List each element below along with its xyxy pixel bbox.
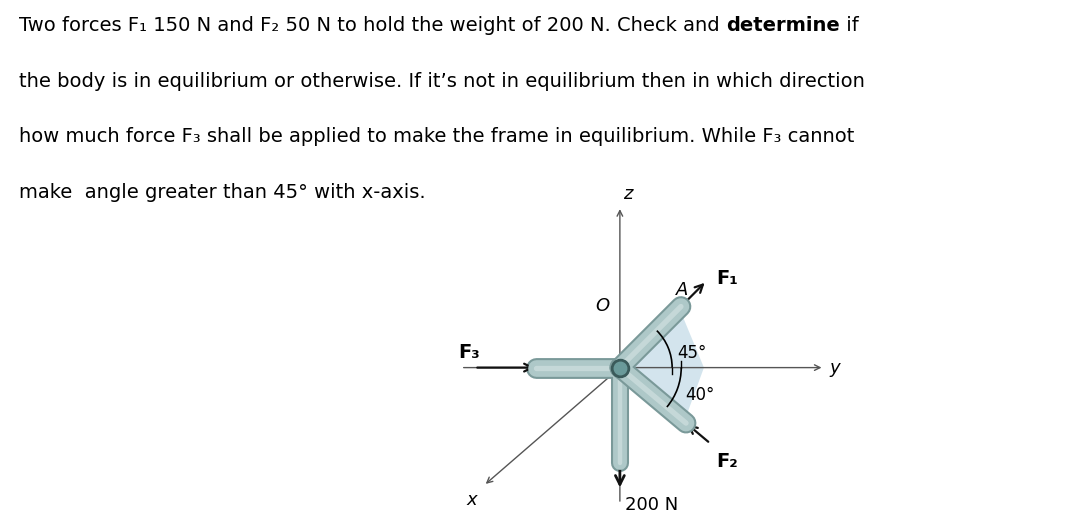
Text: 45°: 45° <box>678 344 707 362</box>
Text: 40°: 40° <box>684 386 714 404</box>
Text: the body is in equilibrium or otherwise. If it’s not in equilibrium then in whic: the body is in equilibrium or otherwise.… <box>19 72 865 91</box>
Text: if: if <box>840 16 859 35</box>
Text: z: z <box>623 185 633 203</box>
Text: 200 N: 200 N <box>625 496 679 513</box>
Text: F₂: F₂ <box>715 452 738 471</box>
Text: y: y <box>830 359 841 377</box>
Text: x: x <box>466 491 477 509</box>
Text: make  angle greater than 45° with x-axis.: make angle greater than 45° with x-axis. <box>19 183 426 202</box>
Text: F₃: F₃ <box>458 343 480 362</box>
Text: B: B <box>677 416 689 433</box>
Text: Two forces F₁ 150 N and F₂ 50 N to hold the weight of 200 N. Check and: Two forces F₁ 150 N and F₂ 50 N to hold … <box>19 16 726 35</box>
Polygon shape <box>620 368 704 422</box>
Text: how much force F₃ shall be applied to make the frame in equilibrium. While F₃ ca: how much force F₃ shall be applied to ma… <box>19 127 855 146</box>
Text: determine: determine <box>726 16 840 35</box>
Text: F₁: F₁ <box>716 269 739 288</box>
Text: A: A <box>677 281 689 299</box>
Text: O: O <box>595 297 609 315</box>
Polygon shape <box>620 308 704 368</box>
